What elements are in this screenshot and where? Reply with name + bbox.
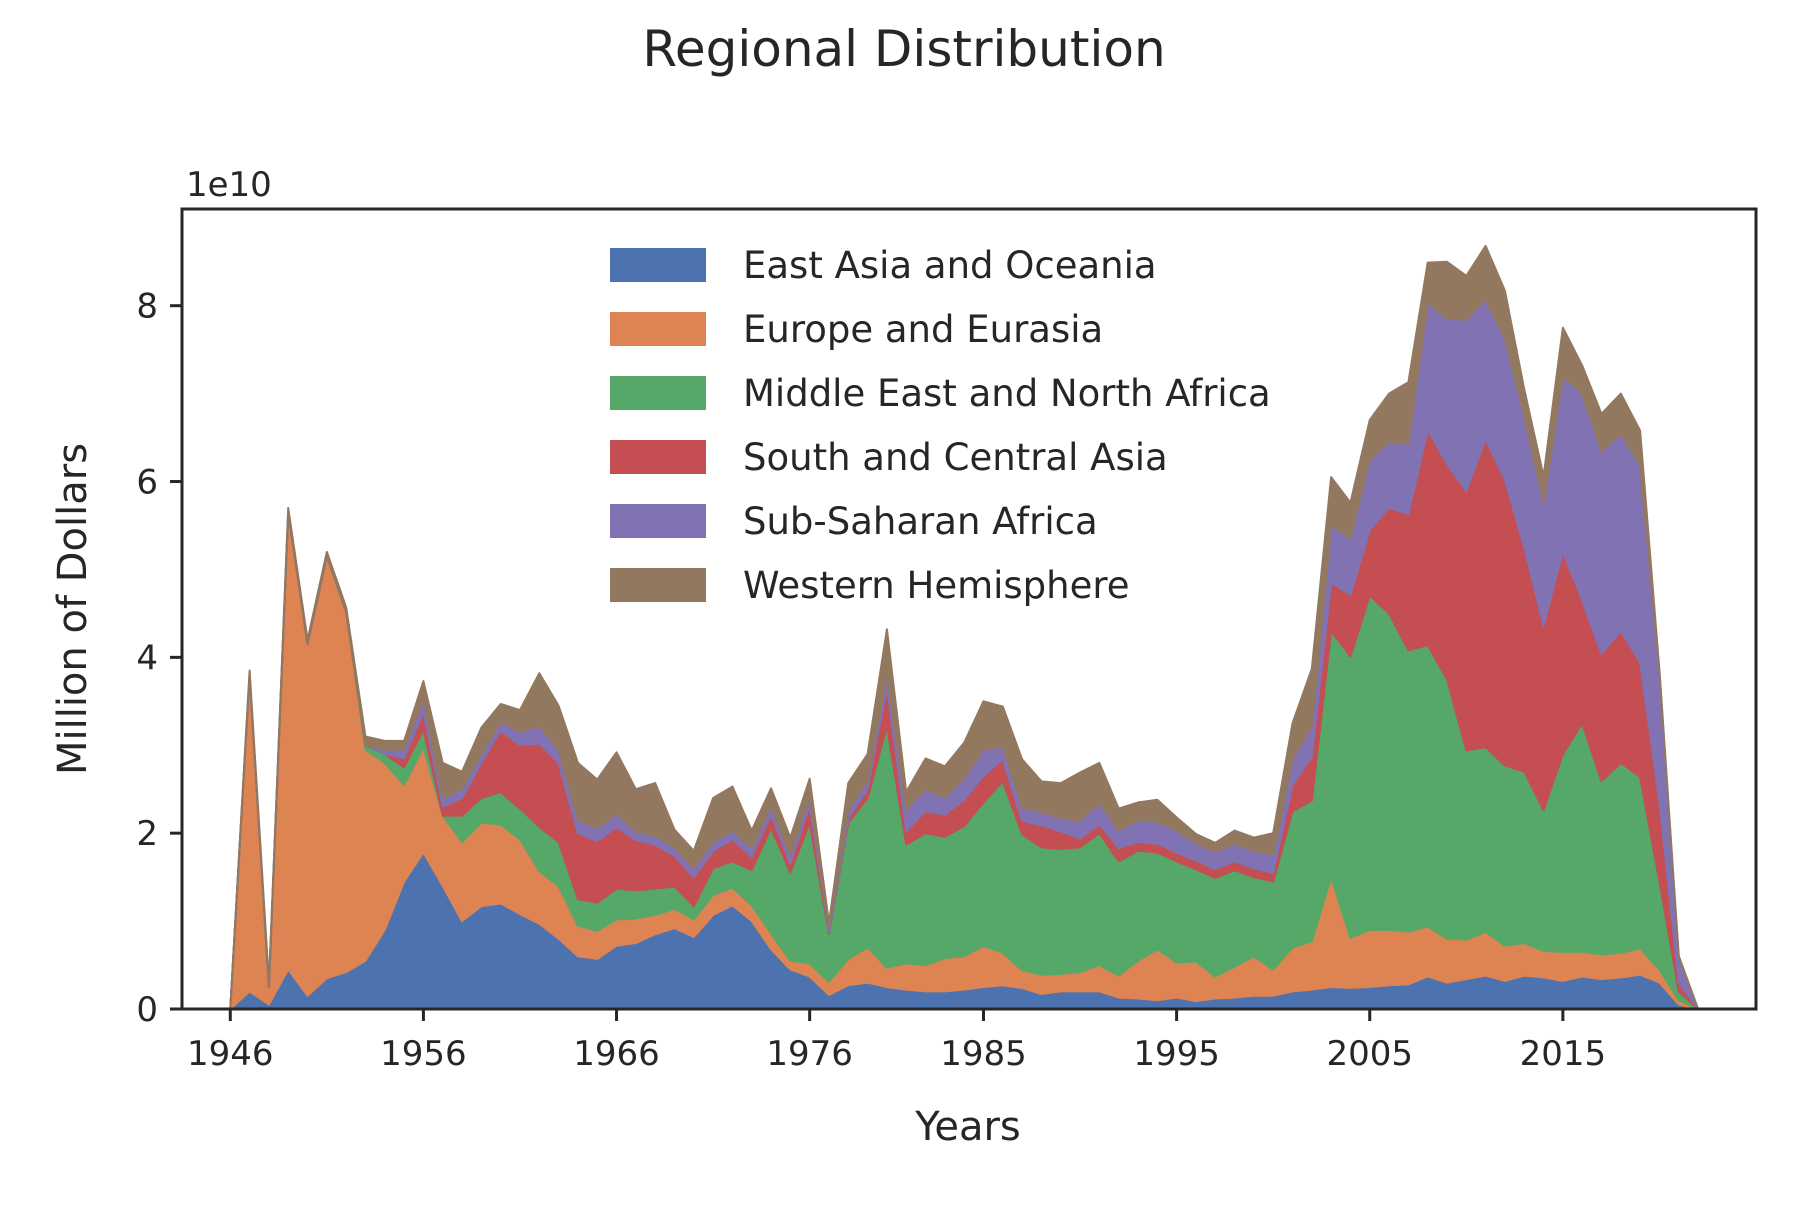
legend-label: South and Central Asia [743, 436, 1168, 479]
legend-label: Middle East and North Africa [743, 372, 1271, 415]
x-tick-label: 1985 [940, 1034, 1027, 1074]
legend-item-east-asia-and-oceania: East Asia and Oceania [610, 244, 1157, 287]
x-axis-ticks: 1946 1956 1966 1976 1985 1995 2005 2015 [187, 1009, 1606, 1074]
legend-swatch [610, 312, 706, 346]
x-tick-label: 2015 [1520, 1034, 1607, 1074]
legend-swatch [610, 376, 706, 410]
y-tick-label: 6 [136, 463, 158, 503]
x-axis-label: Years [914, 1104, 1021, 1150]
legend-swatch [610, 440, 706, 474]
legend-label: Western Hemisphere [743, 564, 1130, 607]
x-tick-label: 1966 [573, 1034, 660, 1074]
legend: East Asia and Oceania Europe and Eurasia M… [610, 244, 1271, 607]
legend-item-middle-east-and-north-africa: Middle East and North Africa [610, 372, 1271, 415]
y-tick-label: 4 [136, 638, 158, 678]
x-tick-label: 1976 [766, 1034, 853, 1074]
x-tick-label: 1956 [380, 1034, 467, 1074]
y-tick-label: 0 [136, 990, 158, 1030]
legend-swatch [610, 248, 706, 282]
legend-label: East Asia and Oceania [743, 244, 1157, 287]
x-tick-label: 2005 [1326, 1034, 1413, 1074]
y-axis-ticks: 0 2 4 6 8 [136, 287, 182, 1030]
legend-swatch [610, 568, 706, 602]
legend-swatch [610, 504, 706, 538]
legend-item-south-and-central-asia: South and Central Asia [610, 436, 1168, 479]
y-tick-label: 8 [136, 287, 158, 327]
chart-title: Regional Distribution [642, 20, 1165, 78]
y-axis-offset-label: 1e10 [186, 165, 272, 205]
y-axis-label: Million of Dollars [50, 443, 96, 775]
legend-item-western-hemisphere: Western Hemisphere [610, 564, 1130, 607]
legend-item-sub-saharan-africa: Sub-Saharan Africa [610, 500, 1098, 543]
legend-label: Europe and Eurasia [743, 308, 1103, 351]
x-tick-label: 1946 [187, 1034, 274, 1074]
legend-label: Sub-Saharan Africa [743, 500, 1098, 543]
x-tick-label: 1995 [1133, 1034, 1220, 1074]
plot-areas [229, 244, 1700, 1010]
legend-item-europe-and-eurasia: Europe and Eurasia [610, 308, 1103, 351]
plot-frame [180, 207, 1758, 1011]
y-tick-label: 2 [136, 814, 158, 854]
